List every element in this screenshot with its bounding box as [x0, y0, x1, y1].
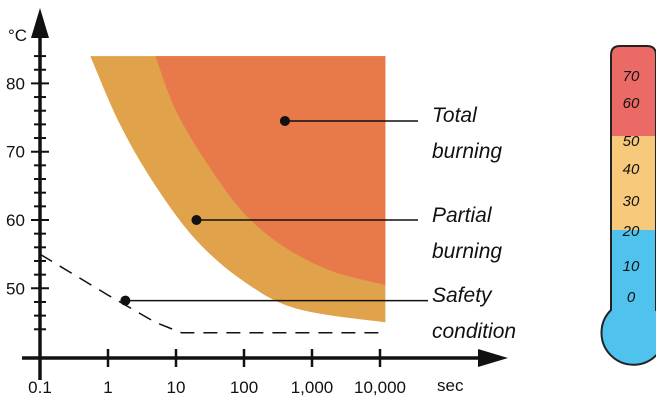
annotation-label: Partial — [432, 204, 493, 227]
x-tick-label: 100 — [230, 378, 258, 397]
annotation-dot — [191, 215, 202, 225]
thermo-label: 30 — [623, 193, 640, 210]
y-ticks: 50 60 70 80 — [6, 55, 49, 331]
annotations: Total burning Partial burning Safety conditio… — [120, 104, 516, 343]
x-tick-label: 10 — [167, 378, 186, 397]
y-tick-label: 60 — [6, 211, 25, 230]
thermo-label: 40 — [623, 161, 640, 178]
x-tick-label: 1,000 — [291, 378, 334, 397]
annotation-label: Safety — [432, 284, 493, 307]
x-ticks: 0.1 1 10 100 1,000 10,000 — [28, 349, 406, 397]
thermo-label: 0 — [627, 289, 636, 306]
x-tick-label: 0.1 — [28, 378, 52, 397]
x-tick-label: 1 — [103, 378, 112, 397]
annotation-label: Total — [432, 104, 478, 127]
annotation-dot — [120, 295, 131, 306]
thermo-hot-band — [601, 46, 656, 136]
y-tick-label: 70 — [6, 143, 25, 162]
thermo-outline — [600, 45, 656, 366]
thermo-label: 10 — [623, 258, 640, 275]
y-axis-unit: °C — [8, 26, 27, 45]
x-tick-label: 10,000 — [354, 378, 406, 397]
thermo-label: 60 — [623, 95, 640, 112]
thermo-label: 20 — [622, 223, 640, 240]
thermometer: 70 60 50 40 30 20 10 0 — [600, 45, 656, 366]
annotation-label: burning — [432, 140, 502, 163]
safety-condition-line — [39, 253, 386, 334]
thermo-label: 70 — [623, 68, 640, 85]
annotation-dot — [279, 115, 290, 126]
y-tick-label: 80 — [6, 74, 25, 93]
x-axis-arrow — [478, 349, 508, 367]
annotation-label: burning — [432, 240, 502, 263]
x-axis-unit: sec — [437, 376, 464, 395]
thermo-label: 50 — [623, 133, 640, 150]
y-axis-arrow — [31, 8, 49, 38]
thermo-warm-band — [601, 136, 656, 230]
annotation-label: condition — [432, 320, 516, 343]
safety-curve — [39, 253, 386, 334]
thermo-cool-band — [601, 230, 656, 365]
area-total-burning — [155, 56, 386, 285]
zone-areas — [90, 56, 386, 323]
y-tick-label: 50 — [6, 279, 25, 298]
axes: °C sec — [8, 8, 508, 395]
